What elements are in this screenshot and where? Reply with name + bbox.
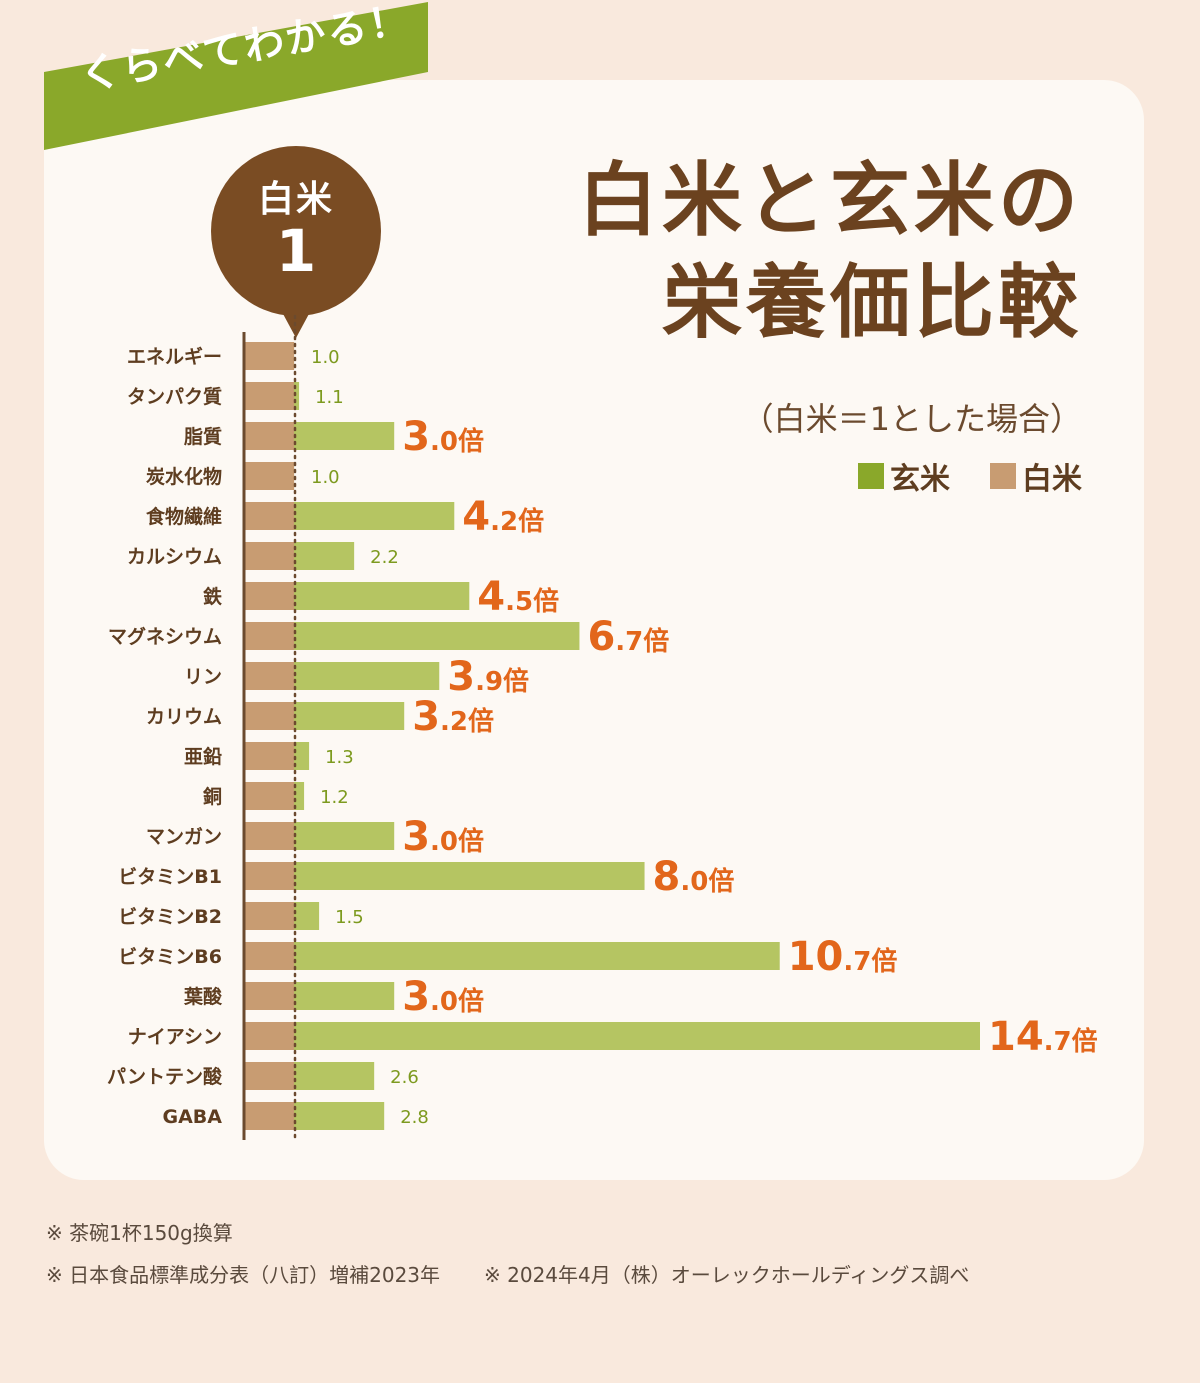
white-rice-bar (244, 902, 295, 930)
brown-rice-bar (244, 622, 580, 650)
category-label: パントテン酸 (107, 1065, 223, 1088)
data-label: 14.7倍 (988, 1014, 1098, 1060)
footnote-serving: ※ 茶碗1杯150g換算 (46, 1221, 233, 1245)
white-rice-bar (244, 382, 295, 410)
category-label: 食物繊維 (146, 505, 222, 528)
white-rice-bar (244, 982, 295, 1010)
badge-value: 1 (275, 217, 317, 285)
legend: 玄米 白米 (858, 454, 1082, 498)
data-label: 3.0倍 (402, 814, 484, 860)
category-label: 亜鉛 (184, 745, 222, 768)
category-label: 脂質 (184, 425, 222, 448)
page-title: 白米と玄米の 栄養価比較 (578, 150, 1082, 354)
data-label: 1.2 (320, 787, 349, 808)
data-label: 2.2 (370, 547, 399, 568)
white-rice-bar (244, 742, 295, 770)
category-label: 葉酸 (183, 985, 223, 1008)
badge-label: 白米 (257, 179, 334, 220)
category-label: ビタミンB2 (118, 906, 222, 928)
legend-swatch-brown-rice (858, 463, 884, 489)
legend-label-brown-rice: 玄米 (890, 462, 950, 497)
data-label: 3.0倍 (402, 974, 484, 1020)
data-label: 3.0倍 (402, 414, 484, 460)
data-label: 1.1 (315, 387, 344, 408)
data-label: 4.5倍 (477, 574, 559, 620)
legend-label-white-rice: 白米 (1022, 462, 1082, 497)
category-label: 銅 (203, 785, 222, 808)
data-label: 3.9倍 (447, 654, 529, 700)
white-rice-bar (244, 542, 295, 570)
data-label: 2.6 (390, 1067, 419, 1088)
category-label: ビタミンB1 (118, 866, 222, 888)
category-label: エネルギー (127, 346, 222, 368)
data-label: 4.2倍 (462, 494, 544, 540)
title-line-2: 栄養価比較 (662, 256, 1082, 349)
data-label: 1.5 (335, 907, 364, 928)
title-line-1: 白米と玄米の (578, 154, 1082, 247)
data-label: 1.3 (325, 747, 354, 768)
white-rice-bar (244, 782, 295, 810)
subtitle: （白米＝1とした場合） (741, 400, 1082, 438)
category-label: GABA (163, 1106, 223, 1128)
data-label: 8.0倍 (653, 854, 735, 900)
data-label: 1.0 (311, 467, 340, 488)
white-rice-bar (244, 662, 295, 690)
footnote-research: ※ 2024年4月（株）オーレックホールディングス調べ (484, 1263, 970, 1287)
category-label: ビタミンB6 (118, 946, 222, 968)
footnote-row-2: ※ 日本食品標準成分表（八訂）増補2023年 ※ 2024年4月（株）オーレックホ… (46, 1254, 969, 1296)
footnote-source: ※ 日本食品標準成分表（八訂）増補2023年 (46, 1263, 441, 1287)
white-rice-baseline-badge: 白米 1 (211, 146, 381, 338)
white-rice-bar (244, 702, 295, 730)
category-label: マグネシウム (108, 625, 222, 648)
brown-rice-bar (244, 862, 645, 890)
category-label: マンガン (146, 826, 222, 848)
category-label: カリウム (146, 706, 222, 728)
legend-item-brown-rice: 玄米 (858, 454, 950, 498)
legend-item-white-rice: 白米 (990, 454, 1082, 498)
white-rice-bar (244, 862, 295, 890)
category-label: 鉄 (203, 585, 222, 608)
white-rice-bar (244, 502, 295, 530)
white-rice-bar (244, 462, 295, 490)
white-rice-bar (244, 342, 295, 370)
data-label: 1.0 (311, 347, 340, 368)
white-rice-bar (244, 1062, 295, 1090)
data-label: 2.8 (400, 1107, 429, 1128)
data-label: 10.7倍 (788, 934, 898, 980)
white-rice-bar (244, 1102, 295, 1130)
category-label: リン (184, 666, 222, 688)
footnote-row-1: ※ 茶碗1杯150g換算 (46, 1212, 969, 1254)
white-rice-bar (244, 942, 295, 970)
brown-rice-bar (244, 1022, 980, 1050)
category-label: ナイアシン (128, 1026, 222, 1048)
category-label: カルシウム (127, 546, 222, 568)
legend-swatch-white-rice (990, 463, 1016, 489)
category-label: 炭水化物 (146, 465, 222, 488)
category-label: タンパク質 (127, 385, 222, 408)
white-rice-bar (244, 622, 295, 650)
data-label: 3.2倍 (412, 694, 494, 740)
brown-rice-bar (244, 942, 780, 970)
white-rice-bar (244, 1022, 295, 1050)
white-rice-bar (244, 422, 295, 450)
footnotes: ※ 茶碗1杯150g換算 ※ 日本食品標準成分表（八訂）増補2023年 ※ 202… (46, 1212, 969, 1296)
data-label: 6.7倍 (587, 614, 669, 660)
white-rice-bar (244, 582, 295, 610)
white-rice-bar (244, 822, 295, 850)
